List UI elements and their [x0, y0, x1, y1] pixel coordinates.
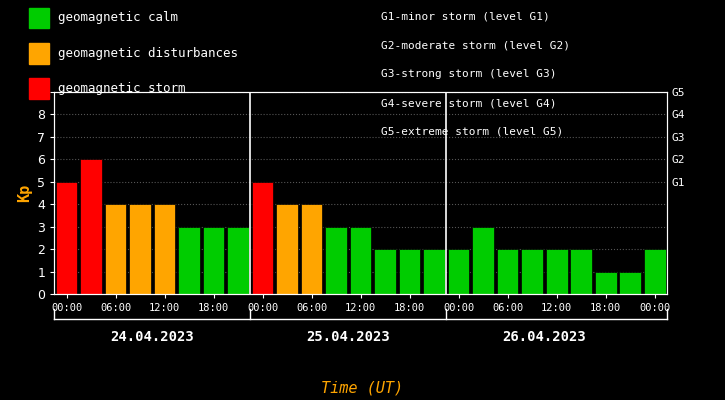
Bar — [497, 249, 518, 294]
Bar — [80, 159, 102, 294]
Bar — [154, 204, 175, 294]
Bar — [595, 272, 616, 294]
Bar — [326, 227, 347, 294]
Bar — [521, 249, 543, 294]
Bar — [619, 272, 641, 294]
Text: geomagnetic disturbances: geomagnetic disturbances — [58, 47, 238, 60]
Bar — [448, 249, 470, 294]
Text: Time (UT): Time (UT) — [321, 380, 404, 396]
Bar — [56, 182, 78, 294]
Bar — [644, 249, 666, 294]
Bar — [252, 182, 273, 294]
Text: geomagnetic storm: geomagnetic storm — [58, 82, 186, 95]
Bar — [350, 227, 371, 294]
Text: G2-moderate storm (level G2): G2-moderate storm (level G2) — [381, 41, 570, 51]
Bar — [228, 227, 249, 294]
Bar — [473, 227, 494, 294]
Text: geomagnetic calm: geomagnetic calm — [58, 12, 178, 24]
Bar — [301, 204, 323, 294]
Bar — [423, 249, 445, 294]
Bar — [374, 249, 396, 294]
Text: G3-strong storm (level G3): G3-strong storm (level G3) — [381, 70, 556, 80]
Bar — [276, 204, 298, 294]
Bar — [399, 249, 420, 294]
Text: G5-extreme storm (level G5): G5-extreme storm (level G5) — [381, 127, 563, 137]
Bar — [105, 204, 126, 294]
Bar — [129, 204, 151, 294]
Text: 25.04.2023: 25.04.2023 — [307, 330, 390, 344]
Y-axis label: Kp: Kp — [17, 184, 32, 202]
Bar — [178, 227, 200, 294]
Text: 24.04.2023: 24.04.2023 — [110, 330, 194, 344]
Text: G1-minor storm (level G1): G1-minor storm (level G1) — [381, 12, 550, 22]
Bar — [571, 249, 592, 294]
Bar — [546, 249, 568, 294]
Bar — [203, 227, 225, 294]
Text: G4-severe storm (level G4): G4-severe storm (level G4) — [381, 98, 556, 108]
Text: 26.04.2023: 26.04.2023 — [502, 330, 587, 344]
